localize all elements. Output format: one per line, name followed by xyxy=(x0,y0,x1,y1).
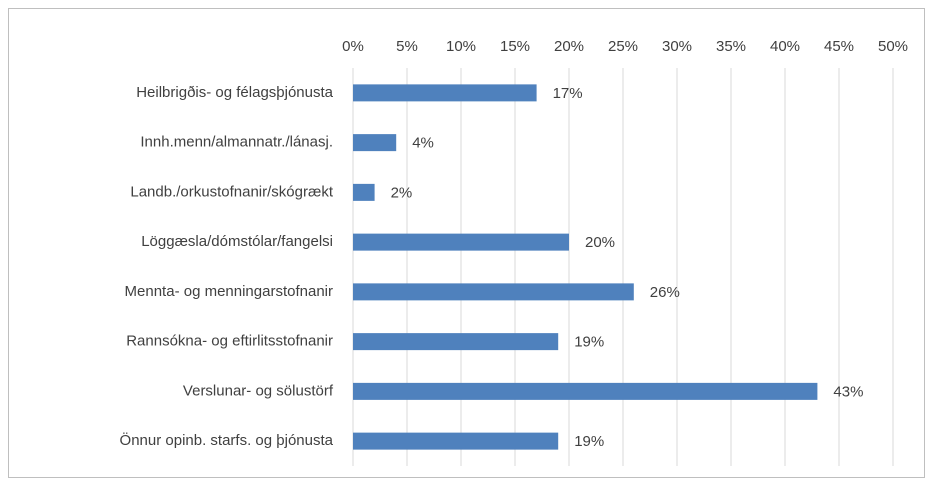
y-tick-label: Mennta- og menningarstofnanir xyxy=(125,283,333,300)
x-tick-label: 35% xyxy=(716,38,746,55)
bar xyxy=(353,382,818,400)
x-tick-label: 20% xyxy=(554,38,584,55)
data-label: 2% xyxy=(391,184,413,201)
x-tick-label: 10% xyxy=(446,38,476,55)
y-tick-label: Innh.menn/almannatr./lánasj. xyxy=(140,134,333,151)
bar xyxy=(353,134,397,152)
bar xyxy=(353,283,634,301)
y-tick-label: Löggæsla/dómstólar/fangelsi xyxy=(141,233,333,250)
x-tick-label: 40% xyxy=(770,38,800,55)
y-tick-label: Önnur opinb. starfs. og þjónusta xyxy=(120,431,334,449)
y-tick-label: Rannsókna- og eftirlitsstofnanir xyxy=(126,333,333,350)
data-label: 26% xyxy=(650,284,680,301)
x-tick-label: 5% xyxy=(396,38,418,55)
y-tick-label: Landb./orkustofnanir/skógrækt xyxy=(130,183,333,200)
x-tick-label: 30% xyxy=(662,38,692,55)
data-label: 19% xyxy=(574,433,604,450)
data-label: 17% xyxy=(553,85,583,102)
bar xyxy=(353,183,375,201)
y-tick-label: Heilbrigðis- og félagsþjónusta xyxy=(136,84,333,101)
data-label: 20% xyxy=(585,234,615,251)
x-tick-label: 50% xyxy=(878,38,908,55)
bar xyxy=(353,233,569,251)
x-tick-label: 25% xyxy=(608,38,638,55)
bar xyxy=(353,84,537,102)
y-tick-label: Verslunar- og sölustörf xyxy=(183,382,334,399)
bar xyxy=(353,432,559,450)
data-label: 43% xyxy=(833,383,863,400)
data-label: 4% xyxy=(412,135,434,152)
x-tick-label: 15% xyxy=(500,38,530,55)
x-tick-label: 45% xyxy=(824,38,854,55)
bar xyxy=(353,333,559,351)
data-label: 19% xyxy=(574,334,604,351)
x-tick-label: 0% xyxy=(342,38,364,55)
